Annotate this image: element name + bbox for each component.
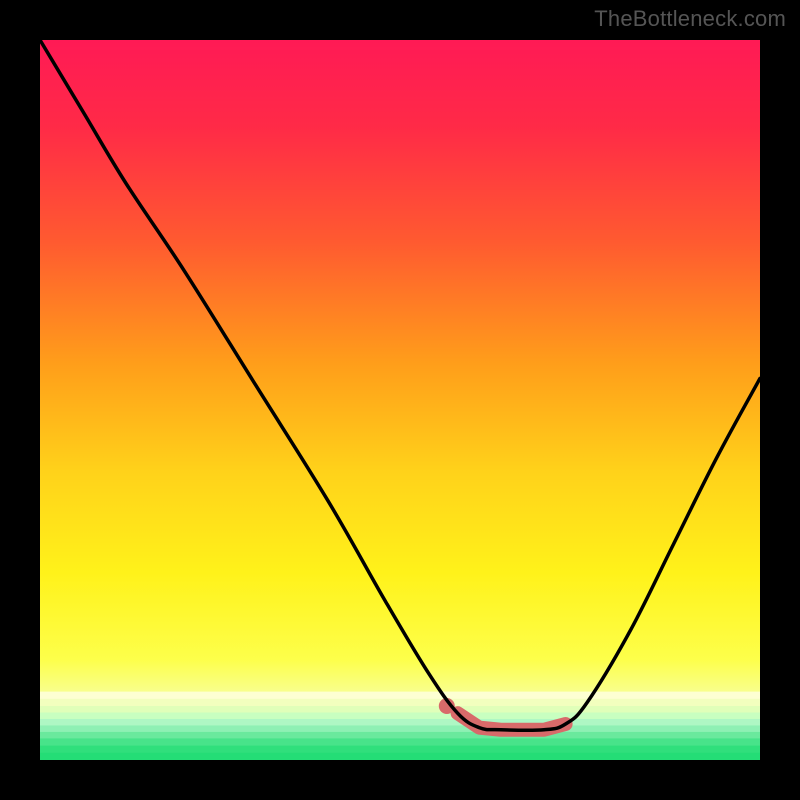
green-band-stripe [40, 732, 760, 739]
watermark-text: TheBottleneck.com [594, 6, 786, 32]
green-band-stripe [40, 719, 760, 726]
gradient-chart-svg [40, 40, 760, 760]
green-band-stripe [40, 725, 760, 732]
chart-frame: TheBottleneck.com [0, 0, 800, 800]
green-band-stripe [40, 738, 760, 746]
green-band-stripe [40, 706, 760, 713]
green-band-stripe [40, 712, 760, 719]
gradient-background [40, 40, 760, 760]
green-band-stripe [40, 692, 760, 700]
green-band-stripe [40, 699, 760, 707]
plot-area [40, 40, 760, 760]
green-band-stripe [40, 753, 760, 760]
green-band-stripe [40, 746, 760, 754]
